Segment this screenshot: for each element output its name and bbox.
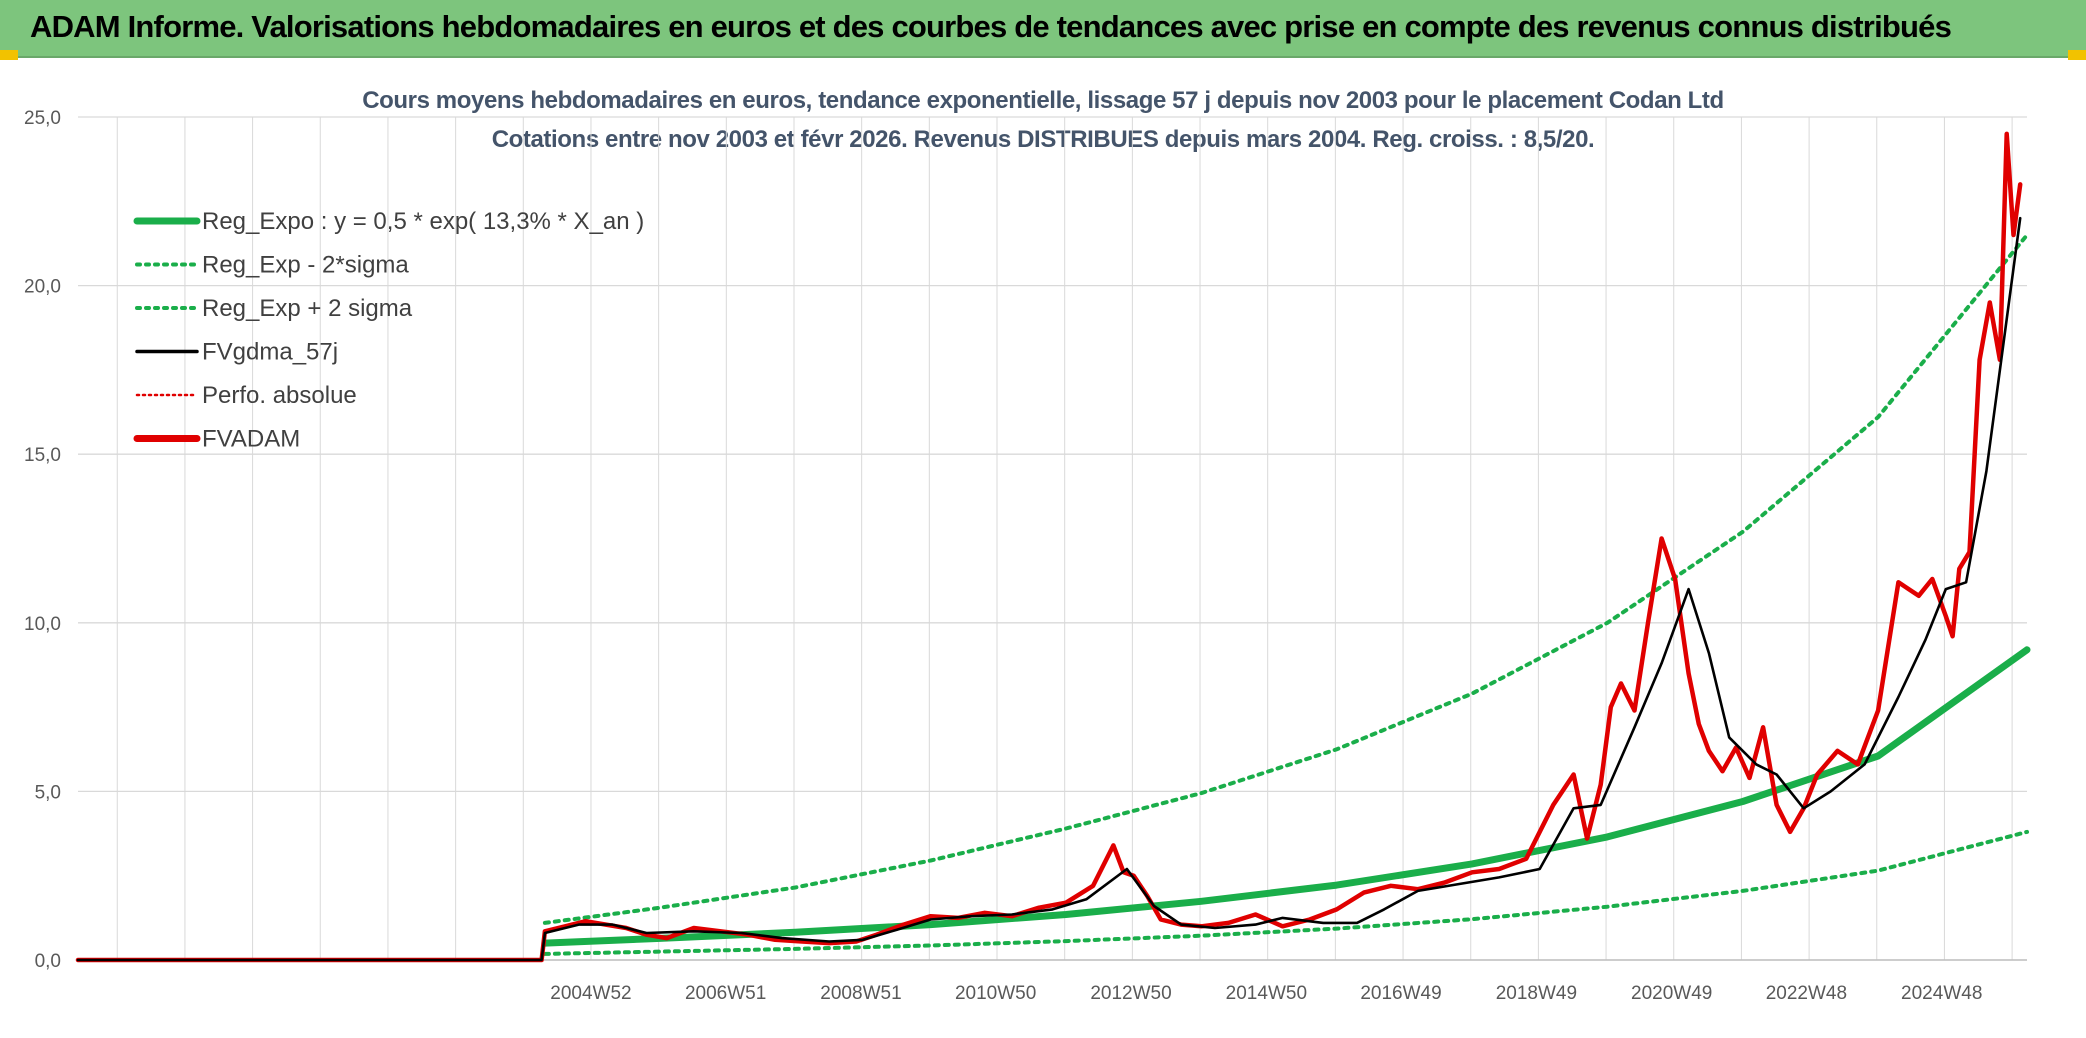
legend-label: FVADAM — [202, 426, 300, 453]
legend-label: FVgdma_57j — [202, 339, 338, 366]
legend-label: Reg_Exp - 2*sigma — [202, 252, 409, 279]
x-tick-label: 2006W51 — [685, 983, 766, 1004]
x-tick-label: 2024W48 — [1901, 983, 1982, 1004]
y-axis-ticks: 0,0 5,0 10,0 15,0 20,0 25,0 — [24, 108, 61, 972]
chart-title: Cours moyens hebdomadaires en euros, ten… — [362, 87, 1724, 114]
x-axis-ticks: 2004W52 2006W51 2008W51 2010W50 2012W50 2014W… — [550, 983, 1982, 1004]
series-line-fvgdma-57j — [76, 216, 2022, 962]
y-tick-label: 0,0 — [35, 951, 61, 972]
y-tick-label: 10,0 — [24, 614, 61, 635]
series-line-reg-exp-2-sigma — [542, 829, 2029, 956]
x-tick-label: 2014W50 — [1226, 983, 1307, 1004]
x-tick-label: 2016W49 — [1360, 983, 1441, 1004]
legend-label: Reg_Expo : y = 0,5 * exp( 13,3% * X_an ) — [202, 208, 644, 235]
series-line-fvadam — [75, 131, 2023, 963]
chart-grid — [78, 116, 2027, 961]
report-banner: ADAM Informe. Valorisations hebdomadaire… — [0, 0, 2086, 58]
chart-legend: Reg_Expo : y = 0,5 * exp( 13,3% * X_an )… — [133, 208, 644, 453]
report-banner-title: ADAM Informe. Valorisations hebdomadaire… — [30, 9, 1952, 44]
x-tick-label: 2022W48 — [1766, 983, 1847, 1004]
banner-corner-left — [0, 50, 18, 60]
x-tick-label: 2018W49 — [1496, 983, 1577, 1004]
y-tick-label: 25,0 — [24, 108, 61, 129]
legend-label: Reg_Exp + 2 sigma — [202, 295, 413, 322]
series-line-reg-expo-y-0-5-exp-13-3-x-an — [541, 646, 2031, 947]
chart-subtitle: Cotations entre nov 2003 et févr 2026. R… — [491, 126, 1595, 153]
x-tick-label: 2008W51 — [820, 983, 901, 1004]
y-tick-label: 15,0 — [24, 445, 61, 466]
series-line-reg-exp-2-sigma — [542, 233, 2029, 925]
banner-corner-right — [2068, 50, 2086, 60]
legend-label: Perfo. absolue — [202, 382, 357, 409]
x-tick-label: 2020W49 — [1631, 983, 1712, 1004]
y-tick-label: 20,0 — [24, 277, 61, 298]
x-tick-label: 2004W52 — [550, 983, 631, 1004]
y-tick-label: 5,0 — [35, 782, 61, 803]
chart-series — [75, 131, 2031, 963]
x-tick-label: 2010W50 — [955, 983, 1036, 1004]
x-tick-label: 2012W50 — [1090, 983, 1171, 1004]
